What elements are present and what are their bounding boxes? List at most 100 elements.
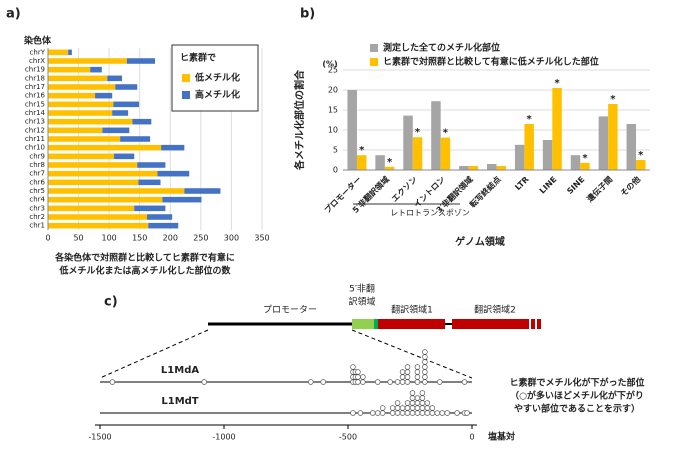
y-tick-label: chr15 <box>25 100 45 108</box>
site <box>444 410 450 416</box>
site <box>414 405 421 411</box>
y-tick-label: chr8 <box>29 161 45 169</box>
x-tick-label: 200 <box>163 234 178 243</box>
site <box>409 395 416 401</box>
site <box>409 410 416 416</box>
x-label: 塩基対 <box>488 431 515 443</box>
site <box>409 400 416 406</box>
bar-segment <box>48 110 113 116</box>
site <box>355 369 361 375</box>
gene-label: 翻訳領域2 <box>474 304 516 316</box>
caption: 各染色体で対照群と比較してヒ素群で有意に <box>54 252 235 264</box>
site <box>414 374 421 380</box>
x-tick-label: 300 <box>224 234 239 243</box>
y-tick-label: chr10 <box>25 144 45 152</box>
site <box>437 379 443 385</box>
site <box>399 374 406 380</box>
site <box>404 364 411 370</box>
bar-segment <box>138 179 161 186</box>
annotation: （○が多いほどメチル化が下がり <box>510 390 644 402</box>
site <box>414 369 421 375</box>
y-tick-label: chr13 <box>25 118 45 126</box>
y-tick-label: chr16 <box>25 92 46 100</box>
utr <box>352 319 374 329</box>
bar-segment <box>157 170 190 177</box>
bar <box>440 137 451 170</box>
site <box>419 410 426 416</box>
y-tick-label: chr14 <box>25 109 46 117</box>
site <box>379 405 386 411</box>
x-tick-label: 0 <box>469 433 474 442</box>
bar-segment <box>48 205 135 212</box>
bar <box>496 166 506 170</box>
site <box>424 410 431 416</box>
annotation: やすい部位であることを示す） <box>514 403 640 415</box>
x-tick-label: 遺伝子間 <box>584 174 614 204</box>
bar <box>580 162 590 170</box>
y-label: 各メチル化部位の割合 <box>293 69 306 171</box>
y-tick-label: 15 <box>328 106 338 115</box>
site <box>350 364 356 370</box>
site <box>394 379 401 385</box>
site <box>422 369 428 375</box>
site <box>379 410 386 416</box>
significance: * <box>359 145 365 156</box>
significance: * <box>582 153 588 164</box>
site <box>109 379 116 385</box>
legend-swatch <box>370 44 378 52</box>
legend-swatch <box>370 58 378 66</box>
bar-segment <box>112 110 129 116</box>
bar <box>468 166 479 170</box>
bar <box>542 140 553 170</box>
bar-segment <box>162 196 202 203</box>
cds <box>452 319 529 329</box>
bar <box>356 155 367 170</box>
significance: * <box>387 157 393 168</box>
y-tick-label: 5 <box>333 146 338 155</box>
x-tick-label: その他 <box>618 174 642 198</box>
x-tick-label: -500 <box>339 433 357 442</box>
site <box>320 379 326 385</box>
y-tick-label: chr9 <box>29 152 45 160</box>
bar-segment <box>48 214 148 220</box>
axis-title: 染色体 <box>23 35 52 47</box>
zoom-line <box>351 329 473 379</box>
site <box>394 405 401 411</box>
site <box>404 369 411 375</box>
bar <box>552 88 562 170</box>
site <box>404 379 411 385</box>
y-unit: (%) <box>322 60 337 69</box>
bar-segment <box>134 205 166 212</box>
site <box>389 410 396 416</box>
y-tick-label: 10 <box>328 126 338 135</box>
bar <box>459 166 469 170</box>
bar-segment <box>90 66 102 73</box>
site <box>422 364 428 370</box>
bar-segment <box>48 222 149 229</box>
site <box>422 374 428 380</box>
bar <box>570 155 581 170</box>
y-tick-label: chr12 <box>25 126 45 134</box>
site <box>389 405 396 411</box>
x-label: ゲノム領域 <box>455 235 505 248</box>
site <box>434 410 441 416</box>
y-tick-label: chr11 <box>25 135 45 143</box>
site <box>360 374 366 380</box>
bar <box>636 160 646 170</box>
x-tick-label: 250 <box>193 234 208 243</box>
site <box>399 410 406 416</box>
significance: * <box>415 127 421 138</box>
bar <box>524 124 534 170</box>
site <box>414 379 421 385</box>
cds <box>378 319 445 329</box>
bar-segment <box>48 118 133 125</box>
gene-label: 訳領域 <box>348 296 375 308</box>
bar-segment <box>48 101 114 108</box>
significance: * <box>610 94 616 105</box>
y-tick-label: chr5 <box>29 187 45 195</box>
site <box>350 410 356 416</box>
significance: * <box>638 150 644 161</box>
site <box>414 364 421 370</box>
legend-title: ヒ素群で <box>180 52 216 64</box>
